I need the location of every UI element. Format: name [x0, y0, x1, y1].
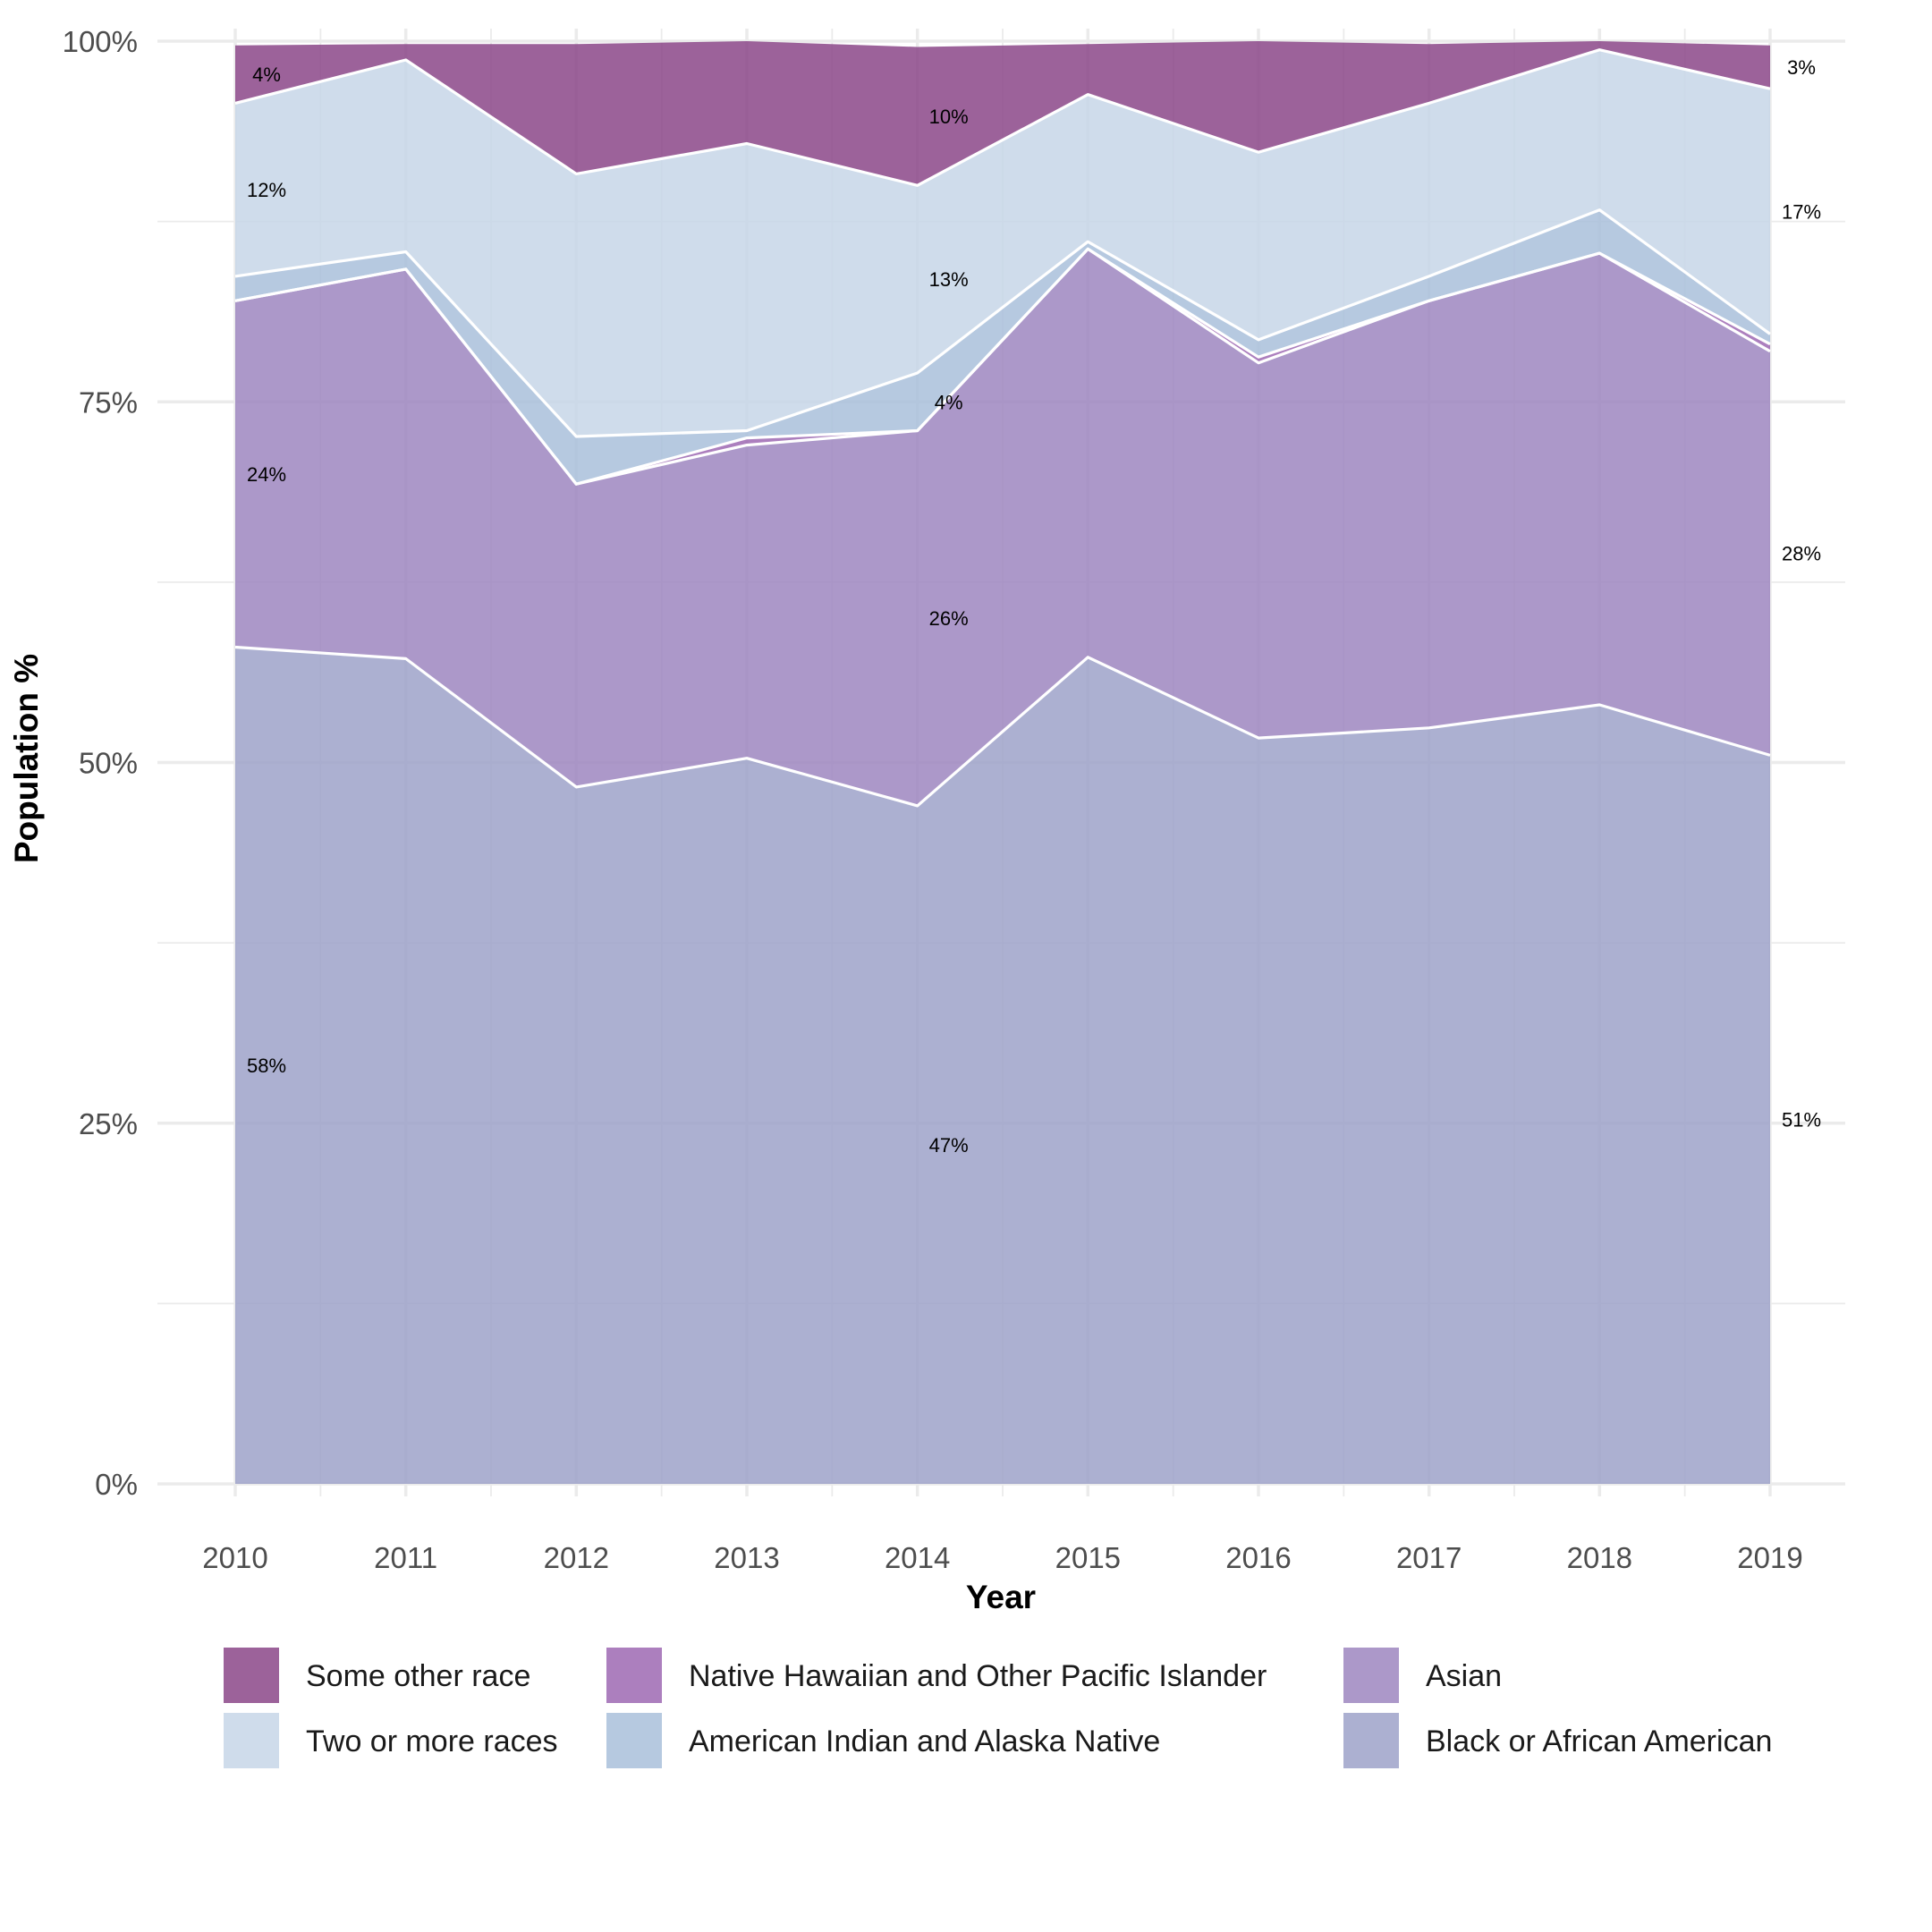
x-tick-label: 2010	[202, 1541, 267, 1574]
area-american-indian-and-alaska-native	[235, 209, 1770, 485]
data-label-asian-2019: 28%	[1782, 543, 1821, 565]
x-tick-label: 2011	[374, 1541, 437, 1574]
y-tick-label: 0%	[95, 1468, 138, 1501]
x-axis-title: Year	[966, 1579, 1036, 1615]
x-tick-label: 2014	[885, 1541, 950, 1574]
y-tick-label: 75%	[79, 386, 138, 419]
boundary-line-two-or-more-races	[234, 48, 1771, 187]
area-black-or-african-american	[235, 647, 1770, 1484]
y-axis-title: Population %	[8, 654, 45, 863]
legend-swatch	[606, 1648, 662, 1703]
data-label-american-indian-and-alaska-native-2014: 4%	[935, 391, 963, 413]
legend-item-black-or-african-american: Black or African American	[1343, 1713, 1772, 1768]
data-label-black-or-african-american-2014: 47%	[929, 1134, 969, 1157]
data-label-asian-2010: 24%	[247, 463, 286, 486]
area-some-other-race	[235, 41, 1770, 186]
y-tick-label: 100%	[63, 25, 138, 58]
x-tick-label: 2018	[1567, 1541, 1632, 1574]
legend-item-native-hawaiian-and-other-pacific-islander: Native Hawaiian and Other Pacific Island…	[606, 1648, 1267, 1703]
legend-item-some-other-race: Some other race	[224, 1648, 530, 1703]
x-tick-label: 2012	[544, 1541, 609, 1574]
boundary-line-native-hawaiian-and-other-pacific-islander	[234, 247, 1771, 486]
data-label-some-other-race-2019: 3%	[1787, 56, 1816, 79]
data-label-two-or-more-races-2019: 17%	[1782, 200, 1821, 223]
legend-swatch	[1343, 1648, 1399, 1703]
y-tick-label: 50%	[79, 747, 138, 780]
legend-label: Two or more races	[306, 1724, 558, 1758]
data-label-two-or-more-races-2010: 12%	[247, 179, 286, 201]
data-label-some-other-race-2014: 10%	[929, 106, 969, 128]
data-label-some-other-race-2010: 4%	[252, 64, 281, 86]
legend-swatch	[606, 1713, 662, 1768]
boundary-line-american-indian-and-alaska-native	[234, 208, 1771, 438]
x-tick-label: 2016	[1225, 1541, 1291, 1574]
x-tick-label: 2015	[1055, 1541, 1121, 1574]
y-tick-label: 25%	[79, 1107, 138, 1140]
legend-label: Black or African American	[1426, 1724, 1772, 1758]
data-label-layer: 58% 24% 12% 4% 47% 26% 4% 13% 10% 51% 28% 17% 3%	[247, 56, 1821, 1157]
x-tick-label: 2017	[1396, 1541, 1462, 1574]
x-tick-label: 2019	[1737, 1541, 1802, 1574]
area-two-or-more-races	[235, 49, 1770, 436]
legend-item-asian: Asian	[1343, 1648, 1502, 1703]
x-tick-label: 2013	[714, 1541, 779, 1574]
area-layer	[235, 41, 1770, 1484]
legend-item-american-indian-and-alaska-native: American Indian and Alaska Native	[606, 1713, 1160, 1768]
legend-item-two-or-more-races: Two or more races	[224, 1713, 558, 1768]
data-label-black-or-african-american-2010: 58%	[247, 1055, 286, 1077]
data-label-asian-2014: 26%	[929, 607, 969, 630]
legend-swatch	[224, 1713, 279, 1768]
legend-swatch	[1343, 1713, 1399, 1768]
legend-label: Native Hawaiian and Other Pacific Island…	[689, 1659, 1267, 1693]
legend: Some other race Native Hawaiian and Other…	[224, 1648, 1772, 1768]
boundary-line-layer	[234, 48, 1771, 808]
legend-label: American Indian and Alaska Native	[689, 1724, 1160, 1758]
data-label-two-or-more-races-2014: 13%	[929, 268, 969, 291]
legend-swatch	[224, 1648, 279, 1703]
boundary-line-black-or-african-american	[234, 645, 1771, 808]
legend-label: Asian	[1426, 1659, 1502, 1693]
area-asian	[235, 249, 1770, 806]
legend-label: Some other race	[306, 1659, 530, 1693]
axis-layer: 0% 25% 50% 75% 100% 2010 2011 2012 2013 2014 2015 2…	[63, 25, 1803, 1574]
data-label-black-or-african-american-2019: 51%	[1782, 1109, 1821, 1131]
